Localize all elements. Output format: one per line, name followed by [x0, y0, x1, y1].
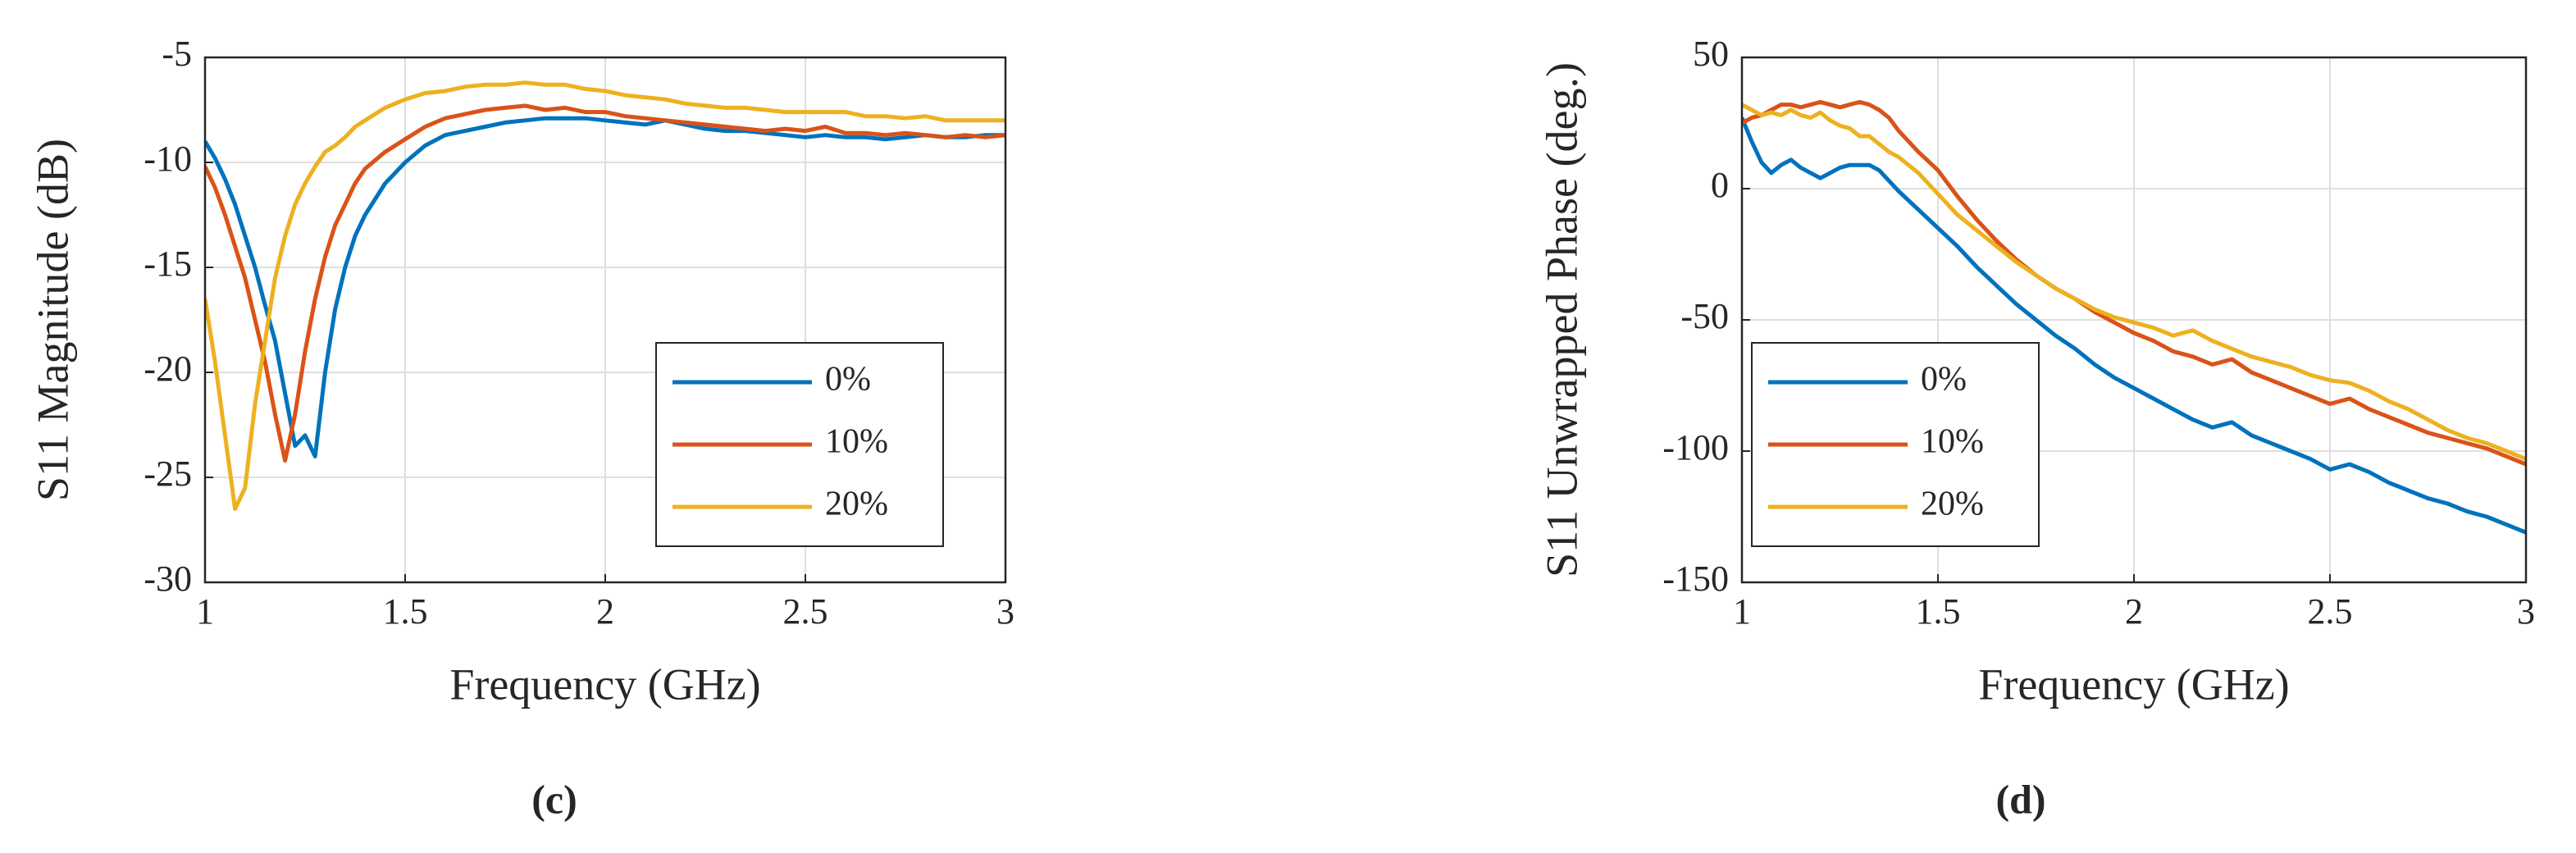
y-tick-label: -150 [1662, 559, 1729, 599]
y-tick-label: -15 [144, 244, 192, 284]
y-tick-label: -20 [144, 349, 192, 389]
legend-label: 0% [825, 361, 871, 399]
series-line [205, 80, 1005, 511]
y-tick-label: -100 [1662, 427, 1729, 468]
caption: (c) [531, 776, 577, 822]
x-axis-label: Frequency (GHz) [1978, 659, 2289, 709]
axes-box [1740, 56, 2528, 584]
x-tick-label: 2.5 [2308, 591, 2353, 632]
axes-box [203, 56, 1007, 584]
x-tick-label: 1 [1733, 591, 1751, 632]
x-tick-label: 1.5 [383, 591, 428, 632]
series-line [1742, 116, 2526, 535]
x-axis-label: Frequency (GHz) [449, 659, 760, 709]
legend-label: 10% [1921, 423, 1984, 461]
caption: (d) [1995, 776, 2045, 822]
y-axis-label: S11 Magnitude (dB) [28, 139, 77, 501]
y-tick-label: -25 [144, 454, 192, 494]
legend-label: 10% [825, 423, 888, 461]
y-tick-label: -50 [1680, 296, 1729, 336]
y-tick-label: 0 [1711, 165, 1729, 205]
legend-label: 0% [1921, 361, 1967, 399]
y-tick-label: 50 [1693, 34, 1729, 74]
x-tick-label: 2 [596, 591, 614, 632]
legend-label: 20% [825, 486, 888, 523]
x-tick-label: 1 [196, 591, 214, 632]
y-axis-label: S11 Unwrapped Phase (deg.) [1537, 62, 1586, 577]
x-tick-label: 3 [996, 591, 1014, 632]
x-tick-label: 2.5 [783, 591, 828, 632]
y-tick-label: -10 [144, 139, 192, 179]
series-line [205, 103, 1005, 463]
x-tick-label: 1.5 [1916, 591, 1961, 632]
y-tick-label: -5 [162, 34, 192, 74]
series-line [205, 116, 1005, 458]
legend-label: 20% [1921, 486, 1984, 523]
y-tick-label: -30 [144, 559, 192, 599]
series-line [1742, 103, 2526, 461]
x-tick-label: 2 [2125, 591, 2143, 632]
x-tick-label: 3 [2517, 591, 2535, 632]
